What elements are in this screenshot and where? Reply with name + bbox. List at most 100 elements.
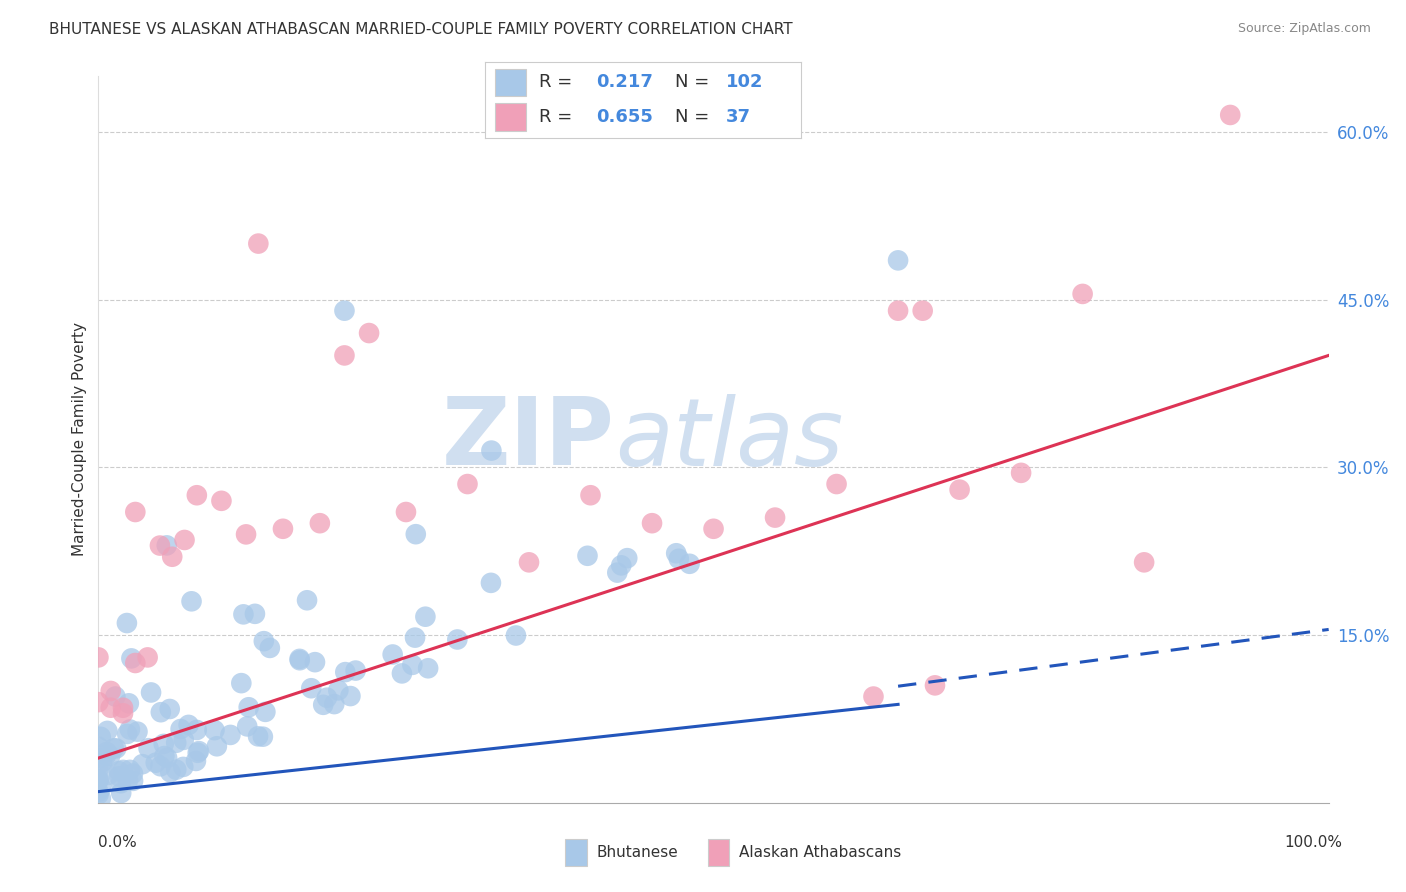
Point bbox=[641, 516, 664, 531]
Text: Alaskan Athabascans: Alaskan Athabascans bbox=[738, 846, 901, 860]
Point bbox=[335, 665, 357, 679]
Point bbox=[911, 303, 934, 318]
Point bbox=[288, 653, 311, 667]
Text: Bhutanese: Bhutanese bbox=[596, 846, 678, 860]
Point bbox=[115, 727, 138, 741]
FancyBboxPatch shape bbox=[495, 69, 526, 95]
Point bbox=[825, 477, 848, 491]
Point bbox=[862, 690, 884, 704]
Point bbox=[122, 766, 145, 780]
Point bbox=[110, 786, 132, 800]
Point bbox=[156, 538, 179, 552]
Point bbox=[115, 615, 138, 630]
Point bbox=[186, 488, 208, 502]
Point bbox=[665, 546, 688, 560]
Point bbox=[108, 769, 131, 783]
Point bbox=[416, 661, 439, 675]
Point bbox=[391, 666, 413, 681]
Point bbox=[145, 756, 167, 770]
Point bbox=[118, 696, 141, 710]
Point bbox=[90, 780, 112, 795]
Point bbox=[112, 700, 135, 714]
Point bbox=[87, 751, 110, 765]
Text: 37: 37 bbox=[725, 108, 751, 126]
Point bbox=[149, 539, 172, 553]
Text: 100.0%: 100.0% bbox=[1285, 836, 1343, 850]
Point bbox=[105, 741, 128, 756]
Point bbox=[1010, 466, 1032, 480]
Point bbox=[456, 477, 478, 491]
Point bbox=[149, 705, 172, 719]
Point bbox=[668, 551, 690, 566]
Point bbox=[87, 772, 110, 787]
Point bbox=[887, 303, 910, 318]
Point bbox=[247, 236, 270, 251]
Point bbox=[254, 705, 277, 719]
Point bbox=[295, 593, 318, 607]
Text: 0.0%: 0.0% bbox=[98, 836, 138, 850]
Point bbox=[253, 634, 276, 648]
Point bbox=[139, 685, 162, 699]
Point bbox=[156, 751, 179, 765]
Text: R =: R = bbox=[538, 73, 578, 91]
Point bbox=[381, 648, 404, 662]
Point bbox=[87, 739, 110, 754]
Point bbox=[159, 765, 181, 780]
Point bbox=[87, 695, 110, 709]
Point bbox=[153, 749, 176, 764]
Text: BHUTANESE VS ALASKAN ATHABASCAN MARRIED-COUPLE FAMILY POVERTY CORRELATION CHART: BHUTANESE VS ALASKAN ATHABASCAN MARRIED-… bbox=[49, 22, 793, 37]
Point bbox=[187, 744, 209, 758]
Point bbox=[112, 763, 135, 777]
Point bbox=[97, 768, 120, 782]
Point bbox=[231, 676, 253, 690]
FancyBboxPatch shape bbox=[495, 103, 526, 130]
Point bbox=[103, 741, 125, 756]
Point bbox=[763, 510, 786, 524]
Point bbox=[87, 784, 110, 798]
Point bbox=[186, 723, 208, 737]
Point bbox=[232, 607, 254, 622]
Point bbox=[415, 609, 437, 624]
Text: Source: ZipAtlas.com: Source: ZipAtlas.com bbox=[1237, 22, 1371, 36]
Point bbox=[299, 681, 322, 696]
Point bbox=[243, 607, 266, 621]
Point bbox=[616, 551, 638, 566]
Point bbox=[124, 656, 146, 670]
Point bbox=[118, 723, 141, 737]
Point bbox=[949, 483, 972, 497]
Point bbox=[110, 776, 132, 790]
Point bbox=[219, 728, 242, 742]
FancyBboxPatch shape bbox=[707, 839, 730, 866]
Point bbox=[405, 527, 427, 541]
Point bbox=[359, 326, 381, 340]
Point bbox=[91, 755, 114, 769]
Point bbox=[100, 700, 122, 714]
Point bbox=[165, 763, 187, 777]
Text: 0.655: 0.655 bbox=[596, 108, 652, 126]
Point bbox=[703, 522, 725, 536]
Point bbox=[579, 488, 602, 502]
Point bbox=[1133, 555, 1156, 569]
Point bbox=[98, 749, 121, 764]
Point bbox=[173, 732, 195, 747]
Point bbox=[505, 628, 527, 642]
Point bbox=[184, 754, 207, 768]
Text: N =: N = bbox=[675, 108, 709, 126]
Point bbox=[288, 652, 311, 666]
Point bbox=[610, 558, 633, 573]
Point bbox=[177, 718, 200, 732]
Point bbox=[108, 764, 131, 779]
Point bbox=[924, 678, 946, 692]
Point bbox=[90, 791, 112, 805]
Point bbox=[162, 549, 183, 564]
Point bbox=[159, 702, 181, 716]
Point bbox=[87, 762, 110, 776]
Point bbox=[1219, 108, 1241, 122]
Point bbox=[87, 787, 110, 801]
Point bbox=[90, 730, 112, 744]
Point bbox=[309, 516, 332, 531]
Point bbox=[323, 697, 346, 711]
Point bbox=[606, 566, 628, 580]
Point bbox=[124, 505, 146, 519]
Point bbox=[1071, 287, 1094, 301]
